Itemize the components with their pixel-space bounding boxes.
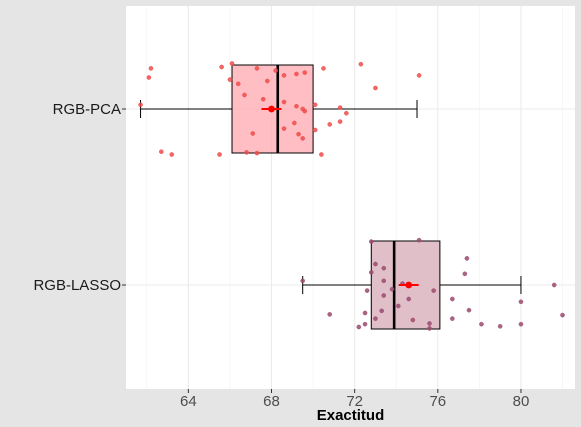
data-point [242,92,247,98]
data-point [344,110,349,116]
data-point [254,150,260,156]
data-point [479,321,484,327]
data-point [227,77,233,82]
data-point [406,296,412,302]
data-point [551,282,557,288]
x-tick-label: 64 [180,393,197,410]
data-point [254,66,260,71]
x-tick-label: 76 [429,393,446,410]
data-point [337,105,343,110]
data-point [250,131,256,136]
data-point [358,61,364,67]
data-point [410,317,416,323]
data-point [427,326,432,331]
data-point [159,149,164,154]
data-point [364,288,370,293]
data-point [300,136,305,141]
data-point [518,321,524,327]
point-layer [138,61,565,331]
data-point [148,66,154,71]
data-point [381,293,387,298]
data-point [362,321,368,327]
data-point [368,270,374,275]
data-point [146,75,152,80]
data-point [379,308,384,314]
data-point [327,122,333,127]
data-point [219,64,224,70]
y-category-label: RGB-LASSO [33,277,121,294]
data-point [265,78,270,84]
data-point [294,71,299,77]
data-point [169,152,175,157]
data-point [138,102,143,108]
x-tick-label: 72 [346,393,363,410]
data-point [389,286,395,292]
data-point [321,66,326,71]
data-point [356,324,362,330]
y-category-label: RGB-PCA [53,101,121,118]
data-point [244,150,249,155]
data-point [466,307,472,313]
data-point [416,73,422,78]
box-layer [140,64,522,330]
data-point [416,237,422,243]
data-point [294,103,299,109]
data-point [450,296,455,302]
x-axis-title: Exactitud [317,407,385,424]
data-point [235,81,241,87]
data-point [462,271,468,277]
data-point [497,323,503,329]
data-point [560,312,565,318]
data-point [337,119,343,124]
data-point [362,310,368,316]
data-point [518,299,524,305]
data-point [217,152,222,157]
data-point [260,96,266,102]
data-point [312,102,318,108]
plot-panel [126,6,575,389]
data-point [373,316,378,321]
data-point [373,261,378,267]
data-point [319,152,324,157]
data-point [373,85,378,91]
mean-point [405,281,413,289]
data-point [292,120,297,126]
data-point [396,303,401,309]
data-point [229,61,235,66]
data-point [281,73,287,78]
data-point [427,321,432,326]
data-point [302,70,308,75]
axis-layer: 64 68 72 76 80 RGB-PCA RGB-LASSO [33,101,529,410]
mean-point [268,105,275,113]
data-point [327,312,333,317]
data-point [302,108,308,114]
data-point [464,256,470,261]
x-tick-label: 80 [513,393,530,410]
data-point [300,278,305,284]
data-point [281,99,287,105]
box-iqr [370,240,441,330]
data-point [273,68,278,73]
data-point [381,265,387,271]
data-point [296,131,301,137]
data-point [281,126,287,131]
x-tick-label: 68 [263,393,280,410]
data-point [381,278,387,284]
data-point [312,127,318,133]
data-point [431,288,436,293]
data-point [450,316,455,321]
data-point [368,239,374,244]
